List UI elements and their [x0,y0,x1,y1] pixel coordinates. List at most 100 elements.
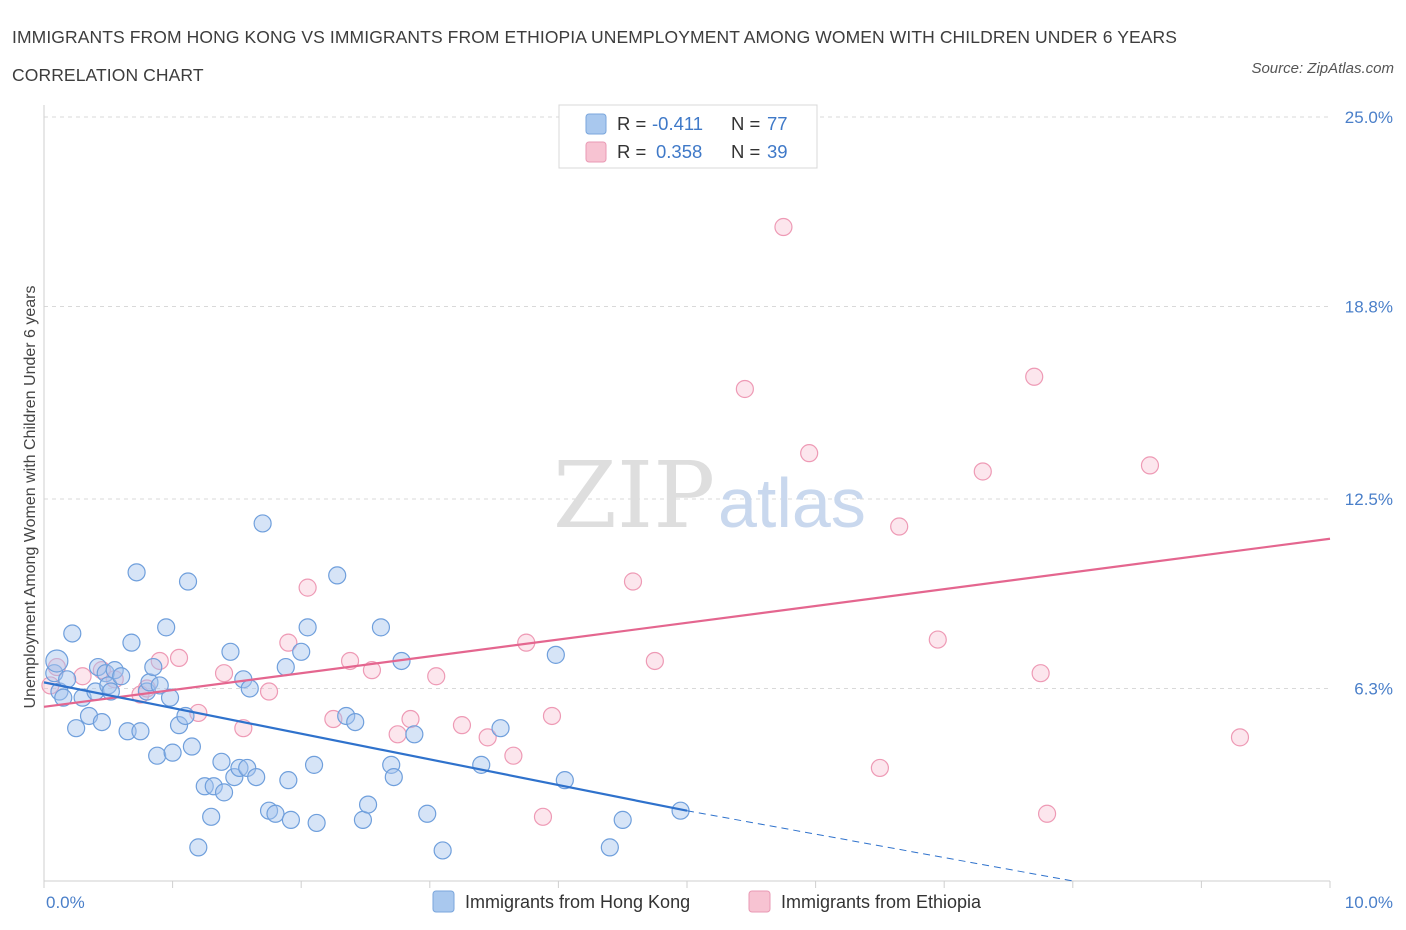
hong-kong-point-25 [150,676,169,695]
ethiopia-point-40 [1230,728,1250,747]
legend-r-value-hong-kong: -0.411 [652,113,703,134]
hong-kong-point-16 [112,667,131,686]
hong-kong-point-61 [371,618,391,637]
ethiopia-point-36 [1025,367,1044,386]
hong-kong-point-65 [405,725,424,744]
x-tick-label-0: 0.0% [46,893,85,912]
ethiopia-point-2 [73,667,92,686]
watermark-zip: ZIP [553,442,715,549]
watermark: ZIP atlas [553,442,866,549]
hong-kong-point-23 [144,657,163,677]
chart-title: IMMIGRANTS FROM HONG KONG VS IMMIGRANTS … [12,27,1178,85]
hong-kong-point-31 [178,572,198,591]
ethiopia-point-20 [427,667,446,686]
hong-kong-point-48 [266,804,285,823]
hong-kong-point-49 [276,657,295,677]
series-legend-label-ethiopia: Immigrants from Ethiopia [781,892,982,912]
ethiopia-point-28 [645,651,664,671]
ethiopia-point-29 [735,379,754,399]
trend-lines [43,537,1331,882]
series-legend-swatch-ethiopia [748,890,771,913]
hong-kong-point-72 [600,838,619,857]
y-tick-label-1: 12.5% [1345,490,1393,509]
hong-kong-point-55 [307,813,326,833]
hong-kong-point-18 [122,633,141,652]
hong-kong-point-27 [160,688,180,707]
hong-kong-point-28 [163,743,182,762]
hong-kong-point-44 [240,679,259,698]
hong-kong-trend-line [43,681,688,812]
ethiopia-point-23 [504,746,523,765]
ethiopia-point-32 [870,758,890,778]
hong-kong-point-24 [148,746,167,765]
hong-kong-point-37 [212,752,231,771]
ethiopia-point-35 [973,462,992,481]
y-axis-label: Unemployment Among Women with Children U… [22,285,39,708]
ethiopia-point-33 [890,517,909,536]
series-legend-label-hong-kong: Immigrants from Hong Kong [465,892,690,912]
hong-kong-point-63 [384,767,403,787]
legend-r-label-ethiopia: R = [617,141,646,162]
legend-r-label-hong-kong: R = [617,113,646,134]
ethiopia-point-27 [623,572,643,591]
ethiopia-point-14 [298,578,317,597]
legend-n-label-hong-kong: N = [731,113,760,134]
ethiopia-point-13 [279,633,298,652]
ethiopia-point-18 [388,725,407,744]
ethiopia-point-26 [542,706,562,726]
hong-kong-point-70 [546,645,565,664]
hong-kong-point-32 [182,737,201,756]
ethiopia-point-38 [1037,804,1057,823]
hong-kong-points [45,514,690,860]
hong-kong-point-35 [202,807,221,826]
hong-kong-point-19 [127,563,146,582]
source-label: Source: ZipAtlas.com [1251,60,1394,77]
hong-kong-point-11 [92,712,111,732]
hong-kong-point-41 [230,758,249,778]
legend-r-value-ethiopia: 0.358 [656,141,702,162]
series-legend-swatch-hong-kong [432,890,455,913]
hong-kong-point-59 [353,810,373,829]
y-tick-label-0: 6.3% [1354,679,1393,698]
hong-kong-point-53 [298,618,317,637]
hong-kong-point-67 [433,841,452,860]
hong-kong-point-5 [63,624,82,643]
ethiopia-point-39 [1140,456,1160,475]
ethiopia-point-25 [533,807,553,826]
hong-kong-trend-extension [686,810,1073,882]
hong-kong-point-60 [358,795,378,814]
legend-swatch-hong-kong [585,113,607,135]
hong-kong-point-20 [131,722,150,741]
legend-n-value-hong-kong: 77 [767,113,788,134]
hong-kong-point-57 [337,706,356,726]
ethiopia-point-34 [928,630,947,649]
ethiopia-point-30 [774,217,793,237]
ethiopia-point-37 [1031,664,1050,683]
y-tick-label-3: 25.0% [1345,108,1393,127]
hong-kong-point-39 [221,642,240,661]
hong-kong-point-46 [253,514,272,533]
hong-kong-point-29 [169,716,189,735]
ethiopia-point-19 [401,709,420,729]
hong-kong-point-69 [491,719,510,738]
y-tick-labels: 6.3% 12.5% 18.8% 25.0% [1345,108,1393,698]
ethiopia-point-21 [452,716,472,735]
hong-kong-point-52 [292,642,311,661]
hong-kong-point-38 [214,783,234,802]
hong-kong-point-22 [140,673,159,692]
legend-n-value-ethiopia: 39 [767,141,788,162]
hong-kong-point-51 [281,810,301,829]
hong-kong-point-50 [279,771,298,790]
hong-kong-point-54 [304,755,324,774]
legend-n-label-ethiopia: N = [731,141,760,162]
hong-kong-point-56 [328,566,347,585]
correlation-legend: R = -0.411 N = 77 R = 0.358 N = 39 [558,104,818,169]
hong-kong-point-66 [418,804,437,823]
x-tick-label-1: 10.0% [1345,893,1393,912]
series-legend: Immigrants from Hong Kong Immigrants fro… [432,890,982,913]
ethiopia-point-17 [362,661,382,680]
ethiopia-point-31 [800,444,819,463]
ethiopia-point-8 [169,648,189,668]
hong-kong-point-3 [54,688,73,707]
